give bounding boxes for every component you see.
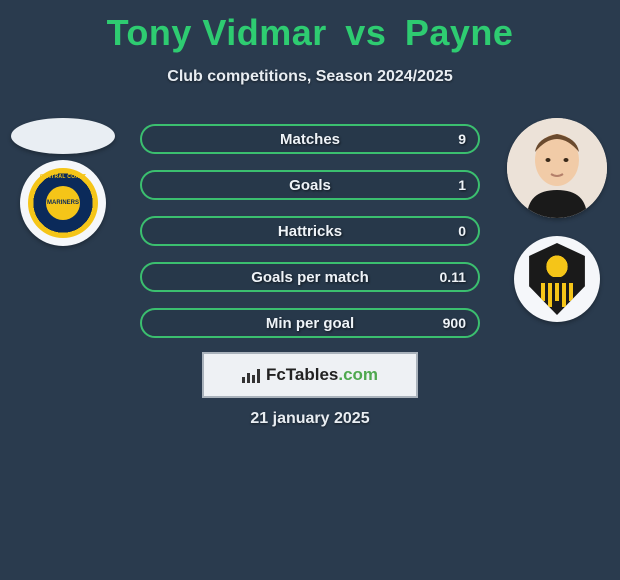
mariners-badge-text: CENTRAL COAST xyxy=(40,174,87,180)
vs-text: vs xyxy=(345,12,386,53)
brand-domain: .com xyxy=(338,365,378,384)
stat-label: Goals per match xyxy=(251,269,369,286)
stat-row-min-per-goal: Min per goal 900 xyxy=(140,308,480,338)
right-column xyxy=(502,118,612,322)
stat-row-hattricks: Hattricks 0 xyxy=(140,216,480,246)
player2-photo xyxy=(507,118,607,218)
brand-name: FcTables xyxy=(266,365,338,384)
stat-row-matches: Matches 9 xyxy=(140,124,480,154)
stat-label: Hattricks xyxy=(278,223,342,240)
stat-row-goals-per-match: Goals per match 0.11 xyxy=(140,262,480,292)
player1-club-badge: CENTRAL COAST MARINERS xyxy=(20,160,106,246)
left-column: CENTRAL COAST MARINERS xyxy=(8,118,118,246)
player2-name: Payne xyxy=(405,12,514,53)
phoenix-badge-icon xyxy=(526,243,588,315)
stats-table: Matches 9 Goals 1 Hattricks 0 Goals per … xyxy=(140,124,480,354)
stat-value-right: 0.11 xyxy=(440,269,466,285)
player2-club-badge xyxy=(514,236,600,322)
stat-value-right: 0 xyxy=(458,223,466,239)
stat-value-right: 9 xyxy=(458,131,466,147)
subtitle: Club competitions, Season 2024/2025 xyxy=(0,68,620,86)
mariners-badge-inner: MARINERS xyxy=(46,186,80,220)
stat-value-right: 1 xyxy=(458,177,466,193)
phoenix-stripes-icon xyxy=(541,283,573,307)
comparison-title: Tony Vidmar vs Payne xyxy=(0,0,620,54)
stat-row-goals: Goals 1 xyxy=(140,170,480,200)
stat-value-right: 900 xyxy=(443,315,466,331)
stat-label: Matches xyxy=(280,131,340,148)
brand-text: FcTables.com xyxy=(266,365,378,385)
stat-label: Min per goal xyxy=(266,315,354,332)
player1-avatar-placeholder xyxy=(11,118,115,154)
stat-label: Goals xyxy=(289,177,331,194)
date-text: 21 january 2025 xyxy=(0,410,620,428)
brand-watermark: FcTables.com xyxy=(202,352,418,398)
mariners-badge-icon: CENTRAL COAST MARINERS xyxy=(28,168,98,238)
player-face-icon xyxy=(507,118,607,218)
player1-name: Tony Vidmar xyxy=(107,12,327,53)
bar-chart-icon xyxy=(242,367,260,383)
